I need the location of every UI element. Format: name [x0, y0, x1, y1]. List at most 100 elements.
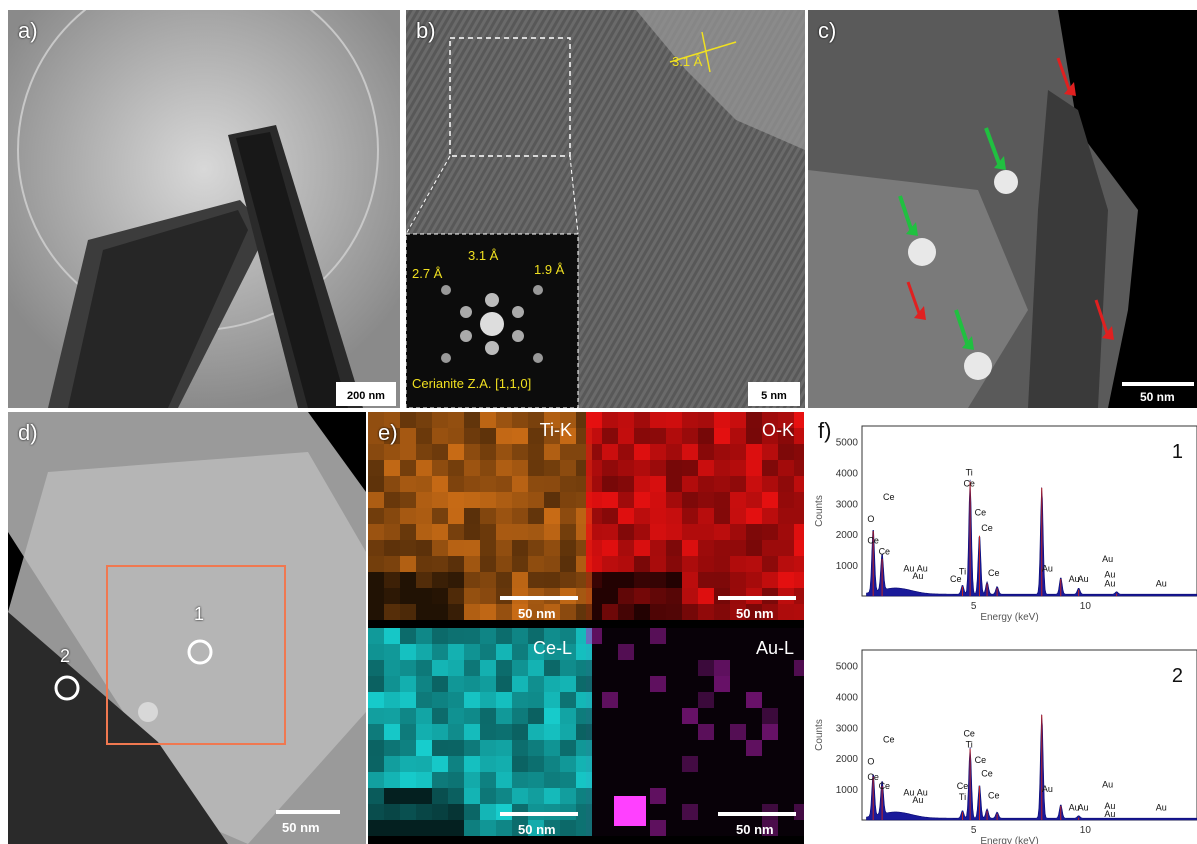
- map-pixel: [464, 724, 480, 740]
- map-pixel: [586, 724, 602, 740]
- map-pixel: [512, 772, 528, 788]
- map-pixel: [586, 604, 602, 620]
- peak-annotation: Ce: [981, 523, 993, 533]
- spectra-graphic: 1000 2000 3000 4000 5000 5 10 Energy (keV) Count…: [814, 425, 1197, 844]
- spectrum-area: [866, 714, 1197, 821]
- map-pixel: [730, 676, 746, 692]
- map-pixel: [448, 428, 464, 444]
- map-pixel: [618, 572, 634, 588]
- map-pixel: [416, 572, 432, 588]
- map-pixel: [746, 788, 762, 804]
- panel-c-haadf-image: c) 50 nm: [808, 10, 1197, 408]
- map-pixel: [480, 556, 496, 572]
- map-pixel: [480, 460, 496, 476]
- map-pixel: [416, 588, 432, 604]
- map-pixel: [400, 604, 416, 620]
- map-pixel: [618, 644, 634, 660]
- peak-annotation: O: [867, 756, 874, 766]
- map-pixel: [560, 756, 576, 772]
- map-pixel: [528, 604, 544, 620]
- map-pixel: [480, 692, 496, 708]
- map-pixel: [586, 524, 602, 540]
- peak-annotation: Au: [917, 787, 928, 797]
- map-pixel: [512, 724, 528, 740]
- map-pixel: [682, 692, 698, 708]
- map-pixel: [480, 628, 496, 644]
- map-pixel: [650, 428, 666, 444]
- map-pixel: [464, 572, 480, 588]
- map-pixel: [682, 788, 698, 804]
- map-pixel: [400, 460, 416, 476]
- map-pixel: [602, 428, 618, 444]
- map-pixel: [666, 820, 682, 836]
- map-pixel: [714, 644, 730, 660]
- map-pixel: [650, 444, 666, 460]
- map-pixel: [698, 676, 714, 692]
- map-pixel: [576, 740, 592, 756]
- map-pixel: [560, 788, 576, 804]
- y-tick-label: 2000: [836, 754, 859, 765]
- map-pixel: [448, 820, 464, 836]
- map-ti-scale-line: [500, 596, 578, 600]
- point-1-label: 1: [194, 604, 205, 624]
- map-pixel: [666, 804, 682, 820]
- map-pixel: [400, 428, 416, 444]
- map-pixel: [480, 492, 496, 508]
- map-pixel: [544, 412, 560, 428]
- map-pixel: [698, 524, 714, 540]
- map-pixel: [448, 412, 464, 428]
- peak-annotation: Ce: [957, 781, 969, 791]
- map-pixel: [762, 572, 778, 588]
- map-pixel: [528, 724, 544, 740]
- peak-annotation: Ce: [988, 790, 1000, 800]
- peak-annotation: Ce: [950, 574, 962, 584]
- map-pixel: [560, 492, 576, 508]
- panel-c-scale-text: 50 nm: [1140, 390, 1175, 404]
- map-pixel: [794, 540, 804, 556]
- map-pixel: [544, 660, 560, 676]
- map-pixel: [560, 428, 576, 444]
- map-pixel: [416, 740, 432, 756]
- map-pixel: [746, 708, 762, 724]
- map-pixel: [576, 692, 592, 708]
- map-pixel: [480, 644, 496, 660]
- map-pixel: [480, 604, 496, 620]
- map-pixel: [586, 692, 602, 708]
- map-pixel: [384, 460, 400, 476]
- panel-c-graphic: [808, 10, 1138, 408]
- map-pixel: [730, 628, 746, 644]
- map-pixel: [400, 708, 416, 724]
- map-pixel: [666, 572, 682, 588]
- map-pixel: [368, 708, 384, 724]
- map-pixel: [464, 460, 480, 476]
- map-pixel: [602, 756, 618, 772]
- map-pixel: [448, 628, 464, 644]
- map-pixel: [634, 604, 650, 620]
- map-pixel: [746, 692, 762, 708]
- map-pixel: [560, 708, 576, 724]
- map-pixel: [698, 460, 714, 476]
- map-pixel: [746, 644, 762, 660]
- peak-annotation: Ti: [966, 739, 973, 749]
- map-pixel: [512, 604, 528, 620]
- map-pixel: [778, 740, 794, 756]
- map-pixel: [512, 740, 528, 756]
- map-pixel: [544, 476, 560, 492]
- map-pixel: [602, 572, 618, 588]
- map-pixel: [698, 740, 714, 756]
- map-pixel: [416, 508, 432, 524]
- map-pixel: [762, 724, 778, 740]
- map-pixel: [682, 444, 698, 460]
- map-pixel: [400, 692, 416, 708]
- map-pixel: [762, 660, 778, 676]
- map-pixel: [384, 492, 400, 508]
- map-pixel: [794, 628, 804, 644]
- map-pixel: [650, 412, 666, 428]
- map-pixel: [576, 644, 592, 660]
- map-pixel: [634, 540, 650, 556]
- map-pixel: [730, 412, 746, 428]
- map-pixel: [512, 708, 528, 724]
- map-pixel: [544, 740, 560, 756]
- map-pixel: [480, 708, 496, 724]
- map-pixel: [698, 788, 714, 804]
